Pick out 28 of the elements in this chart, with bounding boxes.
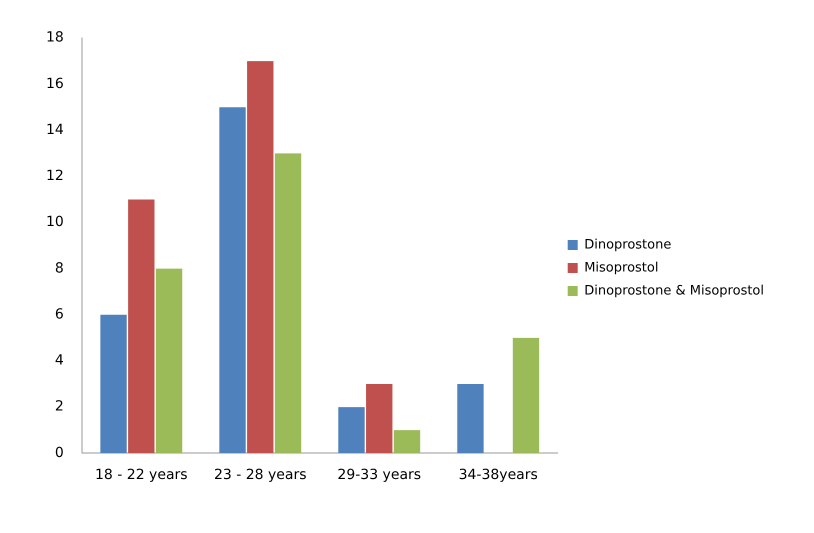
bar <box>156 268 182 454</box>
y-tick-label: 8 <box>54 260 64 276</box>
y-tick-label: 18 <box>46 30 64 46</box>
bar <box>219 107 246 454</box>
legend-label: Dinoprostone <box>584 237 672 252</box>
bar <box>128 199 154 454</box>
bar <box>366 384 392 454</box>
bar <box>338 407 365 454</box>
y-tick-label: 16 <box>46 76 64 92</box>
x-tick-label: 23 - 28 years <box>214 467 307 484</box>
bar <box>247 61 274 454</box>
bar <box>512 338 540 454</box>
y-tick-label: 4 <box>54 352 64 369</box>
y-tick-label: 6 <box>54 306 64 322</box>
y-tick-label: 0 <box>54 444 64 461</box>
bar <box>394 430 420 454</box>
y-tick-label: 12 <box>46 168 64 184</box>
bar <box>457 384 484 454</box>
x-tick-label: 29-33 years <box>337 467 422 484</box>
y-tick-label: 10 <box>46 214 64 230</box>
bar <box>100 314 127 454</box>
legend-label: Misoprostol <box>584 260 658 276</box>
x-tick-label: 18 - 22 years <box>95 467 188 484</box>
legend-label: Dinoprostone & Misoprostol <box>584 283 764 298</box>
bar <box>274 153 302 454</box>
y-tick-label: 14 <box>46 122 64 138</box>
x-tick-label: 34-38years <box>458 467 538 484</box>
y-tick-label: 2 <box>54 398 64 415</box>
